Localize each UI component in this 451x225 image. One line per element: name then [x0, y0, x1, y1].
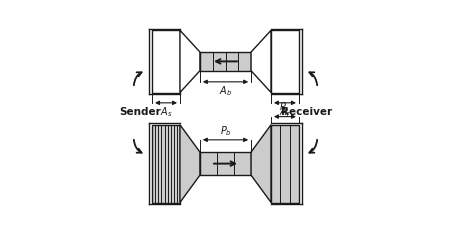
Polygon shape [251, 125, 271, 202]
Polygon shape [200, 152, 251, 175]
Polygon shape [271, 125, 299, 202]
Text: $A_b$: $A_b$ [219, 84, 232, 98]
Polygon shape [180, 125, 200, 202]
Text: Receiver: Receiver [281, 108, 332, 117]
Text: $A_r$: $A_r$ [279, 105, 291, 119]
Polygon shape [251, 30, 271, 92]
Text: $P_b$: $P_b$ [220, 124, 231, 138]
Text: $P_r$: $P_r$ [280, 101, 290, 114]
Polygon shape [200, 52, 251, 71]
Text: $A_s$: $A_s$ [160, 105, 172, 119]
Polygon shape [152, 125, 180, 202]
Text: Sender: Sender [119, 108, 161, 117]
Polygon shape [271, 30, 299, 92]
Polygon shape [180, 30, 200, 92]
Polygon shape [152, 30, 180, 92]
